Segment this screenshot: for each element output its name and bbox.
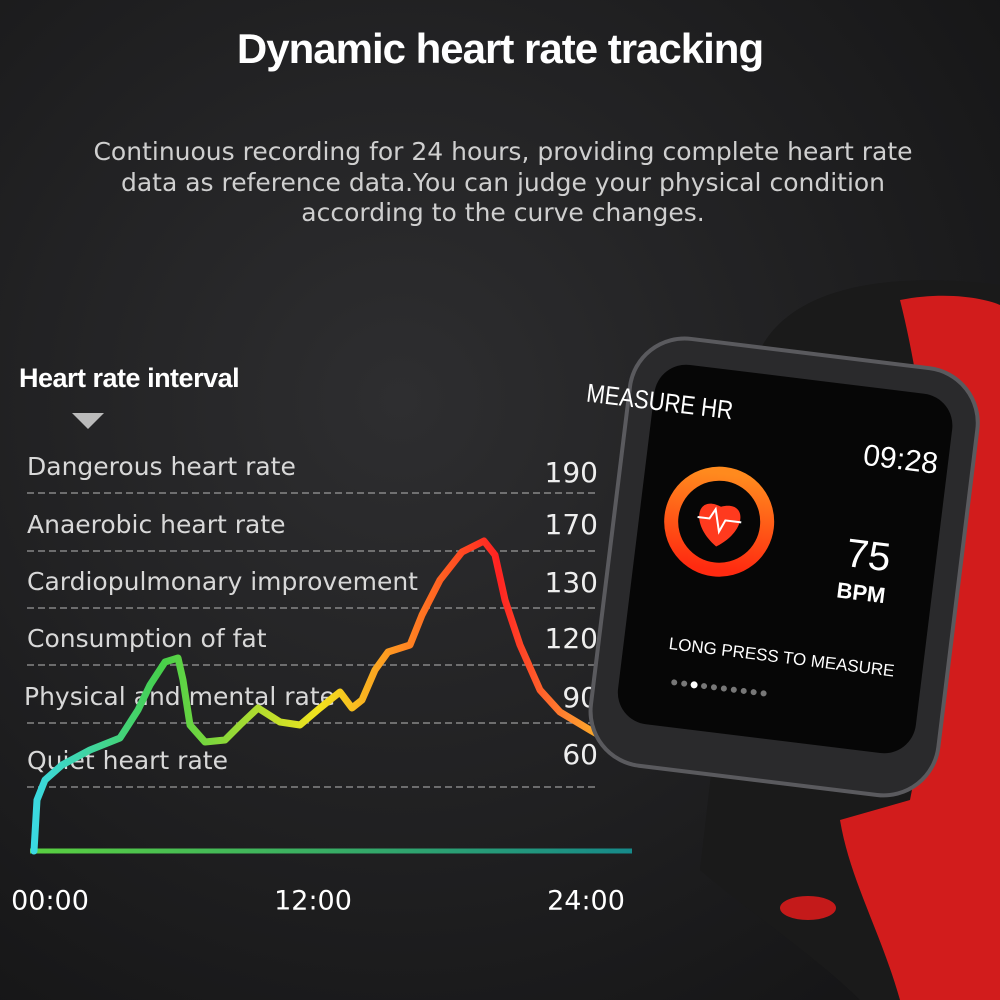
time-label: 00:00	[11, 886, 89, 917]
pulse-icon	[697, 506, 742, 535]
row-value: 60	[562, 738, 598, 771]
interval-heading: Heart rate interval	[19, 363, 239, 393]
title: Dynamic heart rate tracking	[237, 25, 763, 72]
triangle	[72, 413, 104, 429]
row-value: 190	[545, 456, 598, 489]
description: Continuous recording for 24 hours, provi…	[93, 137, 912, 166]
smartwatch: MEASURE HR 09:28 75 BPM LONG PRESS TO ME…	[585, 280, 1000, 1000]
description: data as reference data.You can judge you…	[121, 168, 885, 197]
row-value: 170	[545, 508, 598, 541]
watch-screen	[617, 364, 953, 754]
ring	[664, 466, 775, 577]
row-label: Dangerous heart rate	[27, 452, 296, 481]
time-label: 24:00	[547, 886, 625, 917]
row-label: Physical and mental rate	[24, 682, 335, 711]
row-value: 130	[545, 566, 598, 599]
interval-rows: Dangerous heart rate 190 Anaerobic heart r…	[24, 452, 598, 788]
description: according to the curve changes.	[301, 198, 704, 227]
time-label: 12:00	[274, 886, 352, 917]
heart-icon	[699, 503, 741, 547]
heart-rate-curve	[30, 537, 629, 855]
page-dots	[671, 679, 767, 697]
bpm-value: 75	[844, 531, 894, 580]
row-label: Anaerobic heart rate	[27, 510, 286, 539]
row-label: Cardiopulmonary improvement	[27, 567, 418, 596]
bpm-unit: BPM	[835, 577, 887, 608]
strap-hole	[780, 896, 836, 920]
row-value: 120	[545, 622, 598, 655]
row-label: Consumption of fat	[27, 624, 267, 653]
